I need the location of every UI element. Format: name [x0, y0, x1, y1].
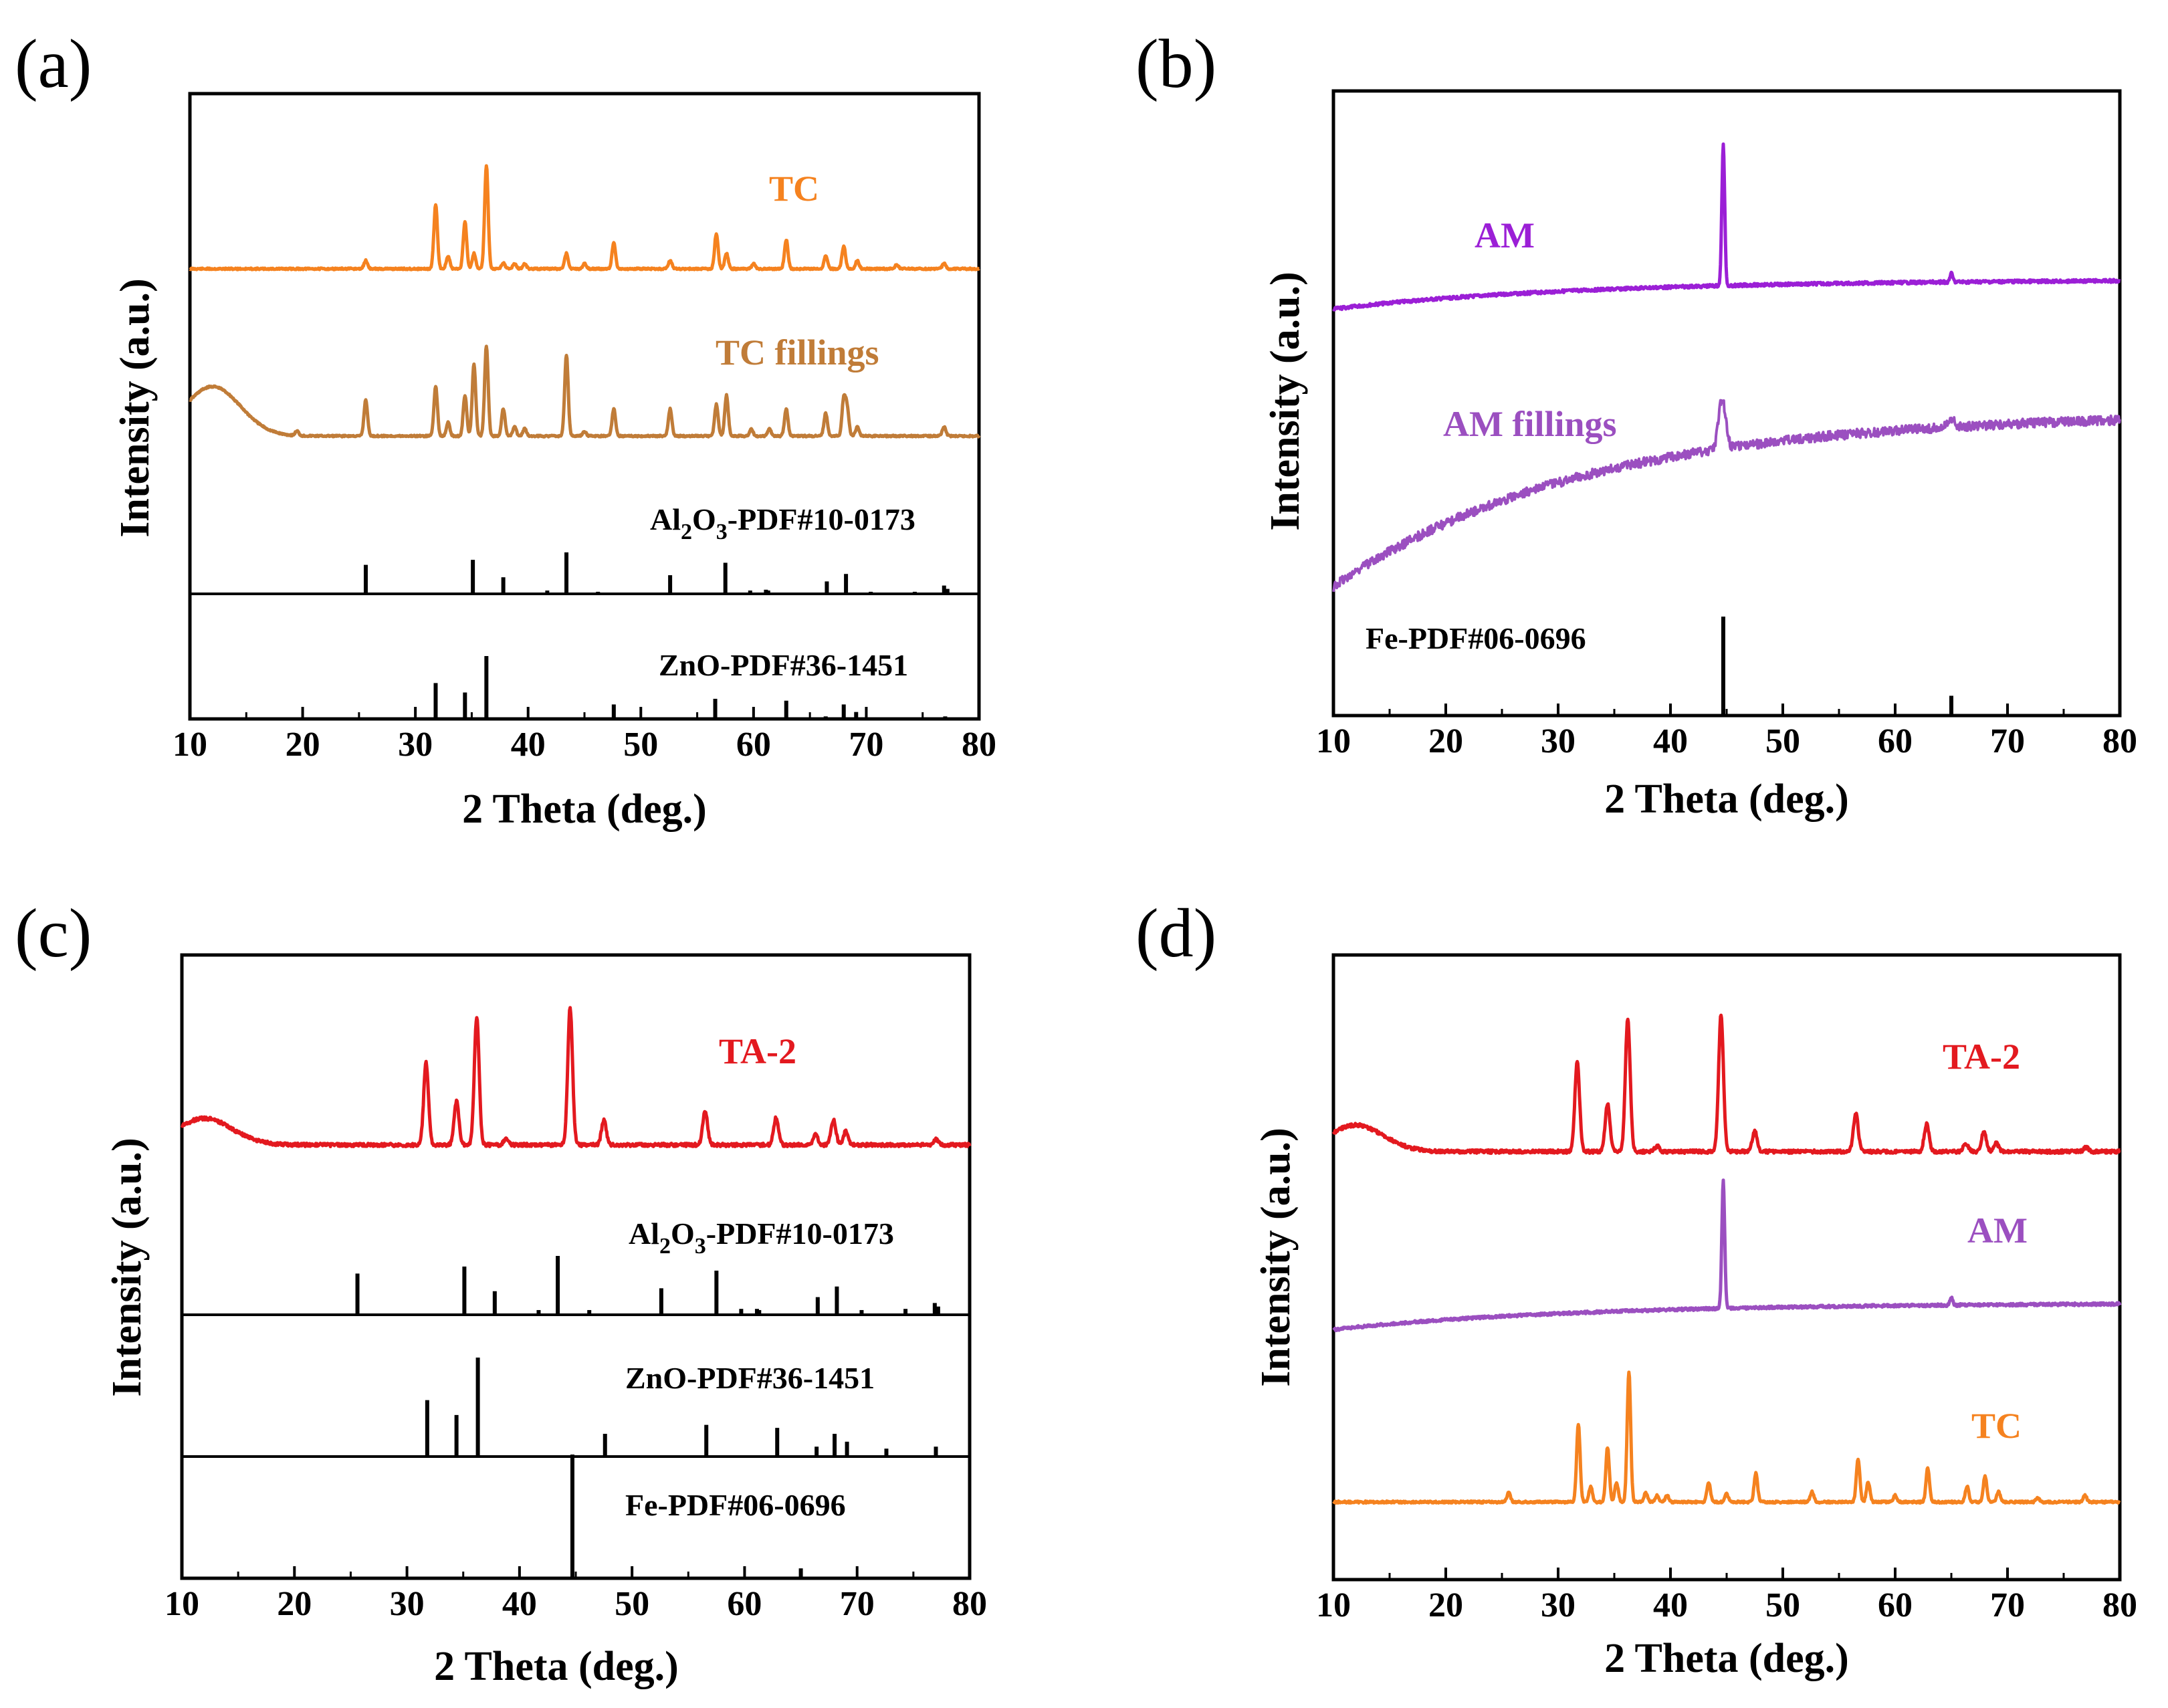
- panel-c-series-ta2: [180, 1006, 972, 1148]
- panel-d-x-title: 2 Theta (deg.): [1604, 1636, 1849, 1681]
- panel-c-ref-label-zno: ZnO-PDF#36-1451: [625, 1361, 875, 1395]
- panel-c-label-ta2: TA-2: [719, 1031, 796, 1071]
- x-tick-label: 60: [727, 1585, 762, 1623]
- x-tick-label: 40: [1653, 722, 1688, 760]
- panel-c-letter: (c): [15, 895, 92, 972]
- x-tick-label: 20: [1428, 722, 1463, 760]
- panel-b-label-am: AM: [1475, 215, 1535, 255]
- x-tick-label: 70: [840, 1585, 875, 1623]
- x-tick-label: 60: [1878, 1586, 1913, 1624]
- x-tick-label: 30: [1541, 722, 1576, 760]
- panel-a-letter: (a): [15, 25, 92, 102]
- panel-a-ref-label-zno: ZnO-PDF#36-1451: [659, 648, 908, 682]
- panel-d-y-title: Intensity (a.u.): [1253, 1128, 1299, 1387]
- x-tick-label: 80: [2102, 722, 2137, 760]
- x-tick-label: 30: [1541, 1586, 1576, 1624]
- x-tick-label: 10: [1316, 722, 1351, 760]
- x-tick-label: 10: [165, 1585, 199, 1623]
- x-tick-label: 40: [1653, 1586, 1688, 1624]
- panel-a-series-tc: [189, 164, 980, 272]
- panel-d-label-am: AM: [1967, 1210, 2028, 1251]
- x-tick-label: 30: [398, 726, 433, 764]
- panel-a-label-tc: TC: [769, 169, 819, 209]
- panel-b-x-ticks: 10 20 30 40 50 60 70 80: [1316, 704, 2137, 760]
- panel-c-ref-label-fe: Fe-PDF#06-0696: [625, 1488, 846, 1522]
- panel-c: (c) 10 20 30 40 50 60 70 80 TA-2 Al2O3-PDF#10-0…: [15, 895, 987, 1689]
- x-tick-label: 80: [2102, 1586, 2137, 1624]
- panel-c-x-ticks: 10 20 30 40 50 60 70 80: [165, 1566, 987, 1623]
- panel-a-ref-zno: [433, 656, 948, 719]
- panel-a-ref-label-al2o3: Al2O3-PDF#10-0173: [650, 502, 915, 544]
- panel-c-x-title: 2 Theta (deg.): [434, 1644, 679, 1689]
- panel-b-series-am: [1331, 142, 2121, 312]
- panel-c-ref-zno: [425, 1358, 938, 1457]
- x-tick-label: 40: [502, 1585, 537, 1623]
- x-tick-label: 40: [511, 726, 546, 764]
- panel-a-label-tc-fillings: TC fillings: [716, 332, 879, 372]
- panel-b-x-title: 2 Theta (deg.): [1604, 776, 1849, 822]
- x-tick-label: 80: [952, 1585, 987, 1623]
- x-tick-label: 60: [736, 726, 771, 764]
- series-line: [1331, 142, 2121, 312]
- x-tick-label: 50: [623, 726, 658, 764]
- panel-d-series-ta2: [1331, 1013, 2121, 1155]
- x-tick-label: 50: [615, 1585, 649, 1623]
- panel-b-series-am-fillings: [1332, 399, 2121, 593]
- panel-c-y-title: Intensity (a.u.): [104, 1138, 150, 1397]
- panel-b-ref-label-fe: Fe-PDF#06-0696: [1366, 621, 1586, 655]
- panel-a: (a) 10 20 30 40 50 60 70 80 TC TC fillings Al2O…: [15, 25, 996, 832]
- series-line: [1332, 1178, 2122, 1333]
- x-tick-label: 20: [1428, 1586, 1463, 1624]
- series-line: [189, 164, 980, 272]
- panel-d-series-tc: [1332, 1370, 2121, 1505]
- panel-a-frame: [188, 92, 981, 721]
- panel-d-letter: (d): [1135, 895, 1216, 972]
- panel-a-series-tc-fillings: [189, 344, 981, 439]
- x-tick-label: 70: [1990, 1586, 2025, 1624]
- panel-c-ref-al2o3: [355, 1256, 940, 1315]
- x-tick-label: 60: [1878, 722, 1913, 760]
- panel-a-x-ticks: 10 20 30 40 50 60 70 80: [173, 707, 996, 764]
- panel-b-letter: (b): [1135, 25, 1216, 102]
- panel-a-y-title: Intensity (a.u.): [112, 278, 158, 538]
- series-line: [1331, 1013, 2121, 1155]
- panel-b: (b) 10 20 30 40 50 60 70 80 AM AM fillings Fe-P…: [1135, 25, 2137, 822]
- panel-b-ref-fe: [1721, 617, 1953, 716]
- panel-d-label-ta2: TA-2: [1943, 1037, 2020, 1077]
- x-tick-label: 50: [1765, 722, 1800, 760]
- panel-c-ref-label-al2o3: Al2O3-PDF#10-0173: [629, 1216, 894, 1259]
- series-line: [189, 344, 981, 439]
- series-line: [1332, 1370, 2121, 1505]
- x-tick-label: 20: [286, 726, 320, 764]
- panel-a-ref-al2o3: [363, 552, 950, 594]
- panel-c-frame: [180, 953, 972, 1580]
- panel-b-y-title: Intensity (a.u.): [1263, 272, 1308, 531]
- x-tick-label: 70: [1990, 722, 2025, 760]
- x-tick-label: 10: [1316, 1586, 1351, 1624]
- x-tick-label: 50: [1765, 1586, 1800, 1624]
- x-tick-label: 20: [277, 1585, 312, 1623]
- x-tick-label: 10: [173, 726, 207, 764]
- panel-d-x-ticks: 10 20 30 40 50 60 70 80: [1316, 1568, 2137, 1624]
- series-line: [180, 1006, 972, 1148]
- x-tick-label: 70: [849, 726, 883, 764]
- panel-d-label-tc: TC: [1971, 1406, 2022, 1446]
- panel-d: (d) 10 20 30 40 50 60 70 80 TA-2 AM TC 2 Theta …: [1135, 895, 2137, 1681]
- panel-b-label-am-fillings: AM fillings: [1443, 404, 1617, 444]
- x-tick-label: 30: [390, 1585, 425, 1623]
- panel-d-series-am: [1332, 1178, 2122, 1333]
- panel-a-x-title: 2 Theta (deg.): [462, 786, 707, 832]
- x-tick-label: 80: [962, 726, 996, 764]
- series-line: [1332, 399, 2121, 593]
